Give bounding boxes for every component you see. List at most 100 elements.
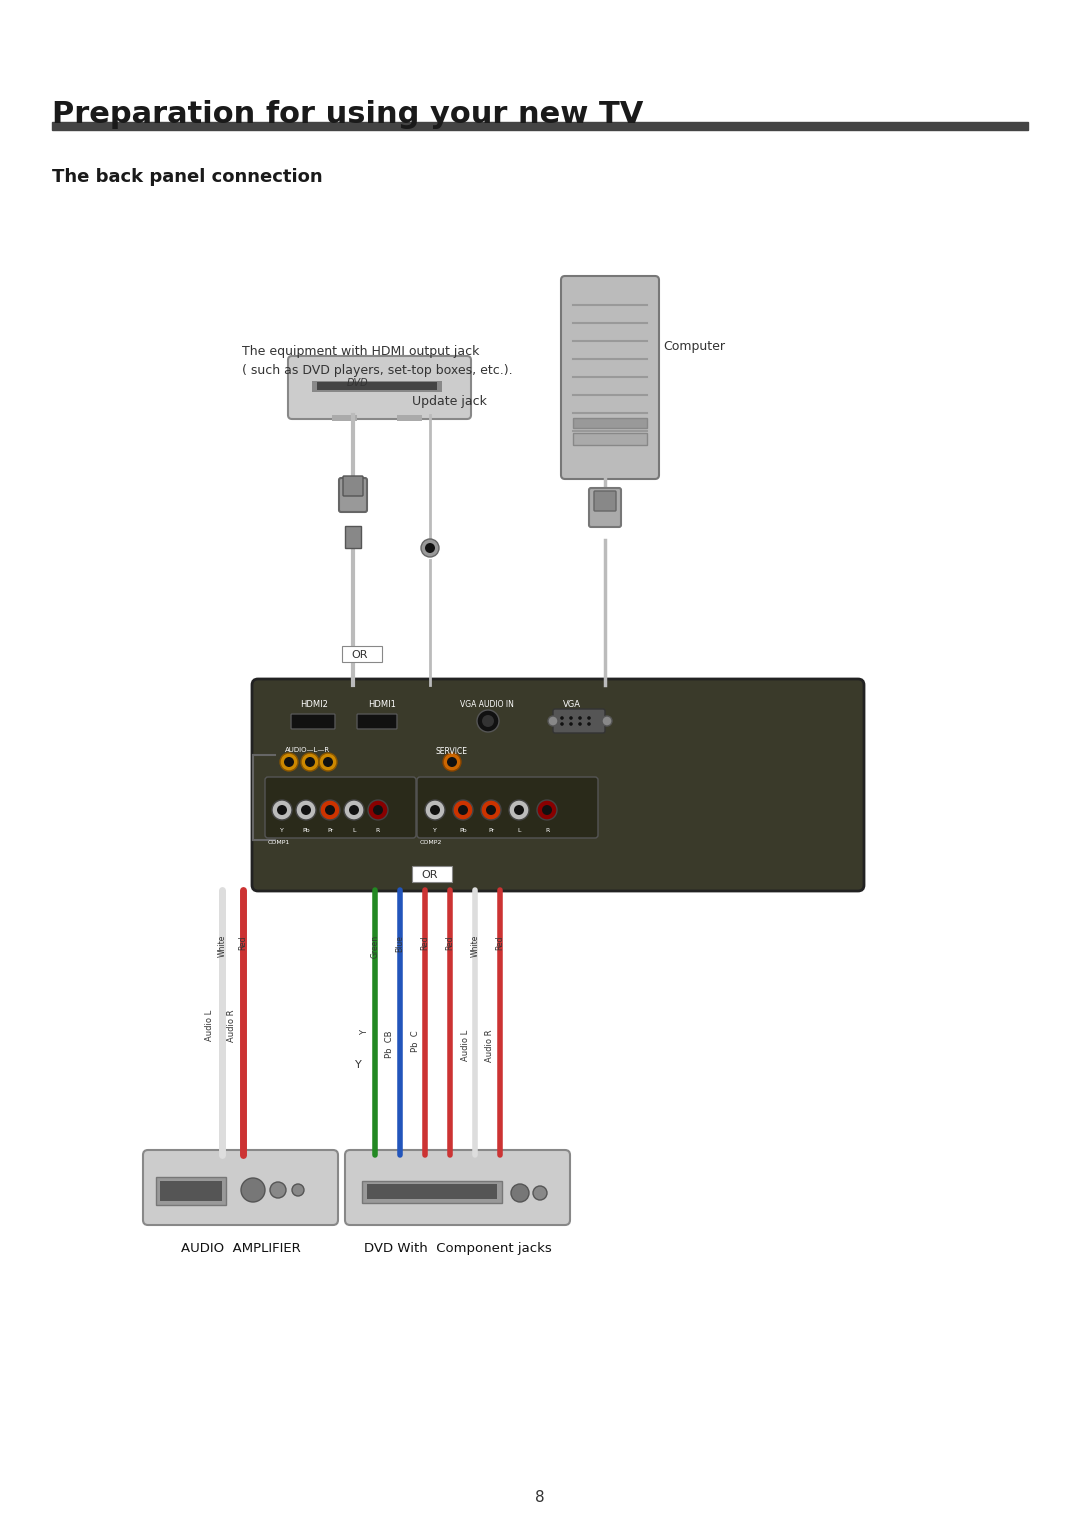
Circle shape [296,800,316,819]
FancyBboxPatch shape [265,777,416,838]
Circle shape [349,806,359,815]
Circle shape [443,752,461,771]
Bar [367,1184,497,1199]
FancyBboxPatch shape [561,276,659,479]
Circle shape [426,800,445,819]
Circle shape [368,800,388,819]
Bar [362,1181,502,1202]
Circle shape [588,716,591,720]
Circle shape [320,800,340,819]
Text: VGA AUDIO IN: VGA AUDIO IN [460,700,514,710]
Circle shape [458,806,468,815]
Text: DVD: DVD [347,378,368,388]
Text: Red: Red [420,935,430,949]
Text: Pb: Pb [459,829,467,833]
Circle shape [305,757,315,768]
Circle shape [373,806,383,815]
FancyBboxPatch shape [589,488,621,526]
Text: HDMI1: HDMI1 [368,700,396,710]
Text: Red: Red [446,935,455,949]
Circle shape [325,806,335,815]
Circle shape [477,710,499,732]
Text: AUDIO  AMPLIFIER: AUDIO AMPLIFIER [180,1242,300,1254]
Text: Y: Y [280,829,284,833]
Circle shape [486,806,496,815]
Bar [52,122,1028,130]
FancyBboxPatch shape [345,1151,570,1225]
Text: R: R [545,829,549,833]
Text: Pr: Pr [488,829,494,833]
Circle shape [270,1183,286,1198]
Text: Audio R: Audio R [227,1010,235,1042]
Text: Pb  CB: Pb CB [386,1030,394,1058]
Circle shape [537,800,557,819]
Text: Update jack: Update jack [411,395,487,407]
Circle shape [241,1178,265,1202]
Circle shape [588,722,591,726]
FancyBboxPatch shape [417,777,598,838]
Text: L: L [517,829,521,833]
Text: Green: Green [370,935,379,958]
Text: HDMI2: HDMI2 [300,700,328,710]
Text: Audio R: Audio R [486,1030,495,1062]
Text: Audio L: Audio L [460,1030,470,1061]
Circle shape [430,806,440,815]
Circle shape [447,757,457,768]
FancyBboxPatch shape [252,679,864,891]
Text: The equipment with HDMI output jack
( such as DVD players, set-top boxes, etc.).: The equipment with HDMI output jack ( su… [242,345,513,377]
Circle shape [345,800,364,819]
FancyBboxPatch shape [143,1151,338,1225]
Text: Y: Y [355,1061,362,1070]
Circle shape [514,806,524,815]
Circle shape [509,800,529,819]
Circle shape [426,543,435,552]
Circle shape [561,722,564,726]
FancyBboxPatch shape [288,356,471,420]
Bar [411,865,453,882]
Circle shape [301,752,319,771]
Text: DVD With  Component jacks: DVD With Component jacks [364,1242,552,1254]
Text: Y: Y [361,1030,369,1035]
Text: 8: 8 [536,1489,544,1505]
Text: OR: OR [422,870,438,881]
Circle shape [569,716,572,720]
Circle shape [542,806,552,815]
Bar [156,1177,226,1206]
Bar [332,415,357,421]
Circle shape [280,752,298,771]
Text: Pb  C: Pb C [410,1030,419,1051]
Text: Y: Y [433,829,437,833]
FancyBboxPatch shape [357,714,397,729]
Circle shape [301,806,311,815]
Circle shape [481,800,501,819]
Text: VGA: VGA [563,700,581,710]
Circle shape [323,757,333,768]
Text: R: R [376,829,380,833]
Circle shape [276,806,287,815]
Circle shape [319,752,337,771]
Text: Pb: Pb [302,829,310,833]
Circle shape [569,722,572,726]
FancyBboxPatch shape [553,710,605,732]
Text: Blue: Blue [395,935,405,952]
Circle shape [482,716,494,726]
Text: COMP2: COMP2 [420,839,443,845]
Circle shape [292,1184,303,1196]
Bar [342,645,382,662]
Bar [573,418,647,427]
Circle shape [578,722,582,726]
Text: SERVICE: SERVICE [435,748,467,755]
Bar [573,433,647,446]
Circle shape [561,716,564,720]
Circle shape [534,1186,546,1199]
Circle shape [284,757,294,768]
FancyBboxPatch shape [291,714,335,729]
FancyBboxPatch shape [339,478,367,513]
Text: L: L [352,829,355,833]
Bar [345,526,361,548]
FancyBboxPatch shape [343,476,363,496]
Text: Audio L: Audio L [205,1010,215,1041]
Circle shape [548,716,558,726]
Text: White: White [217,935,227,957]
Bar [318,382,437,391]
